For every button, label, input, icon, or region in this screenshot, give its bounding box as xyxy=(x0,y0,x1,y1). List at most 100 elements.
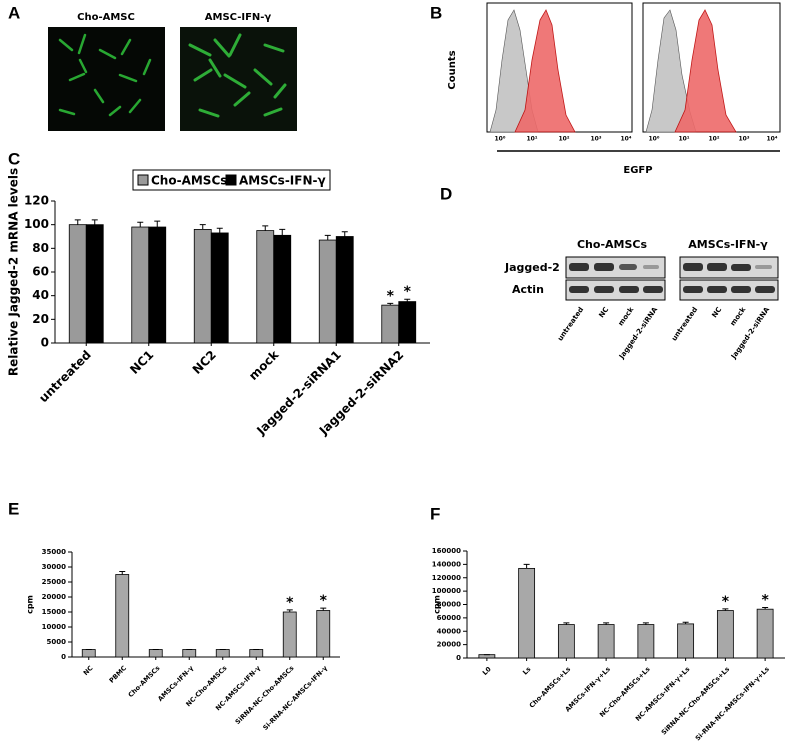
bar xyxy=(316,610,331,658)
bar xyxy=(131,226,150,344)
error-bar xyxy=(563,622,570,625)
bar xyxy=(68,224,87,344)
x-tick-label: Si-RNA-NC-AMSCs-IFN-γ+Ls xyxy=(694,665,771,742)
bar xyxy=(148,649,163,658)
histogram xyxy=(642,2,781,133)
y-axis-label: cpm xyxy=(433,595,442,614)
error-bar xyxy=(137,221,144,228)
row-label: Jagged-2 xyxy=(504,261,560,274)
significance-mark: * xyxy=(286,595,294,611)
bar xyxy=(756,608,774,659)
bar xyxy=(182,649,197,658)
tick-label: 10⁴ xyxy=(621,136,632,143)
bar xyxy=(85,224,104,344)
x-tick-label: L0 xyxy=(481,665,493,677)
y-tick-label: 120 xyxy=(24,194,49,208)
y-tick-label: 0 xyxy=(41,336,49,350)
y-tick-label: 100000 xyxy=(432,587,461,595)
tick-label: 10⁰ xyxy=(495,136,506,143)
bar xyxy=(193,228,212,344)
legend-swatch xyxy=(137,174,149,186)
legend-swatch xyxy=(225,174,237,186)
lane-label: NC xyxy=(597,306,610,320)
legend-label: Cho-AMSCs xyxy=(151,174,227,188)
y-tick-label: 80 xyxy=(32,241,49,255)
error-bar xyxy=(320,607,327,611)
micrograph xyxy=(48,27,165,131)
y-axis-label: cpm xyxy=(26,595,35,614)
x-tick-label: untreated xyxy=(36,348,94,406)
x-tick-label: NC1 xyxy=(127,348,156,377)
bar xyxy=(282,611,297,658)
bar xyxy=(381,304,400,344)
lane-label: untreated xyxy=(556,306,585,343)
bar xyxy=(637,624,655,659)
tick-label: 10¹ xyxy=(679,136,690,143)
histogram xyxy=(486,2,633,133)
bar xyxy=(597,624,615,659)
micrograph xyxy=(180,27,297,131)
error-bar xyxy=(642,622,649,625)
lane-label: mock xyxy=(729,305,748,327)
error-bar xyxy=(387,302,394,306)
error-bar xyxy=(523,563,530,569)
y-tick-label: 5000 xyxy=(47,638,67,646)
panel-label: E xyxy=(8,499,19,518)
significance-mark: * xyxy=(404,284,412,300)
x-tick-label: Ls xyxy=(521,665,532,676)
tick-label: 10⁰ xyxy=(649,136,660,143)
y-tick-label: 60000 xyxy=(437,614,461,622)
x-tick-label: mock xyxy=(246,347,282,383)
lane-label: NC xyxy=(710,306,723,320)
x-tick-label: Cho-AMSCs+Ls xyxy=(528,665,573,710)
bar xyxy=(81,649,96,658)
y-tick-label: 20000 xyxy=(437,641,461,649)
error-bar xyxy=(279,228,286,236)
error-bar xyxy=(603,622,610,625)
lane-label: mock xyxy=(617,305,636,327)
y-tick-label: 0 xyxy=(61,653,66,661)
y-tick-label: 0 xyxy=(456,654,461,662)
y-tick-label: 15000 xyxy=(42,608,66,616)
image-caption: AMSC-IFN-γ xyxy=(205,12,272,23)
bar xyxy=(518,567,536,659)
image-caption: Cho-AMSC xyxy=(77,12,135,23)
error-bar xyxy=(91,219,98,225)
bar xyxy=(115,574,130,658)
error-bar xyxy=(262,225,269,231)
bar xyxy=(256,230,275,344)
bar xyxy=(249,649,264,658)
bar xyxy=(318,239,337,344)
axis-label: Counts xyxy=(447,50,458,89)
x-tick-label: PBMC xyxy=(108,664,129,685)
error-bar xyxy=(199,224,206,230)
error-bar xyxy=(324,234,331,241)
panel-label: B xyxy=(430,3,442,22)
y-tick-label: 20000 xyxy=(42,593,66,601)
bar xyxy=(210,232,229,344)
lane-label: untreated xyxy=(670,306,699,343)
bar xyxy=(273,234,292,344)
significance-mark: * xyxy=(387,288,395,304)
error-bar xyxy=(74,219,81,225)
x-tick-label: Cho-AMSCs xyxy=(127,664,162,699)
panel-label: D xyxy=(440,184,452,203)
panel-label: C xyxy=(8,149,20,168)
panel-label: F xyxy=(430,504,440,523)
error-bar xyxy=(722,608,729,611)
error-bar xyxy=(216,227,223,233)
tick-label: 10⁴ xyxy=(767,136,778,143)
y-tick-label: 160000 xyxy=(432,547,461,555)
x-tick-label: SiRNA-NC-Cho-AMSCs+Ls xyxy=(660,665,731,736)
x-tick-label: SiRNA-NC-Cho-AMSCs xyxy=(234,664,296,726)
blot xyxy=(565,256,779,301)
row-label: Actin xyxy=(512,283,544,296)
x-tick-label: NC2 xyxy=(190,348,219,377)
tick-label: 10¹ xyxy=(527,136,538,143)
error-bar xyxy=(154,220,161,228)
y-tick-label: 60 xyxy=(32,265,49,279)
legend-label: AMSCs-IFN-γ xyxy=(239,174,326,188)
error-bar xyxy=(341,231,348,237)
y-tick-label: 20 xyxy=(32,312,49,326)
